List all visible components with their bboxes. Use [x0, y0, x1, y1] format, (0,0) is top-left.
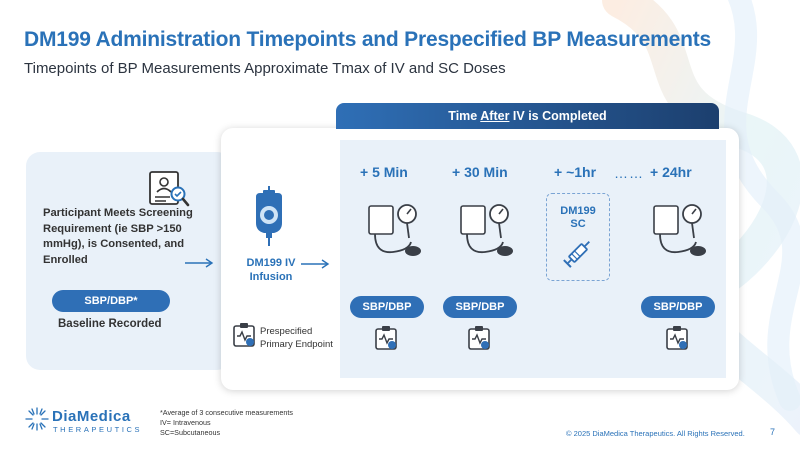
header-emphasis: After	[480, 109, 510, 123]
endpoint-line2: Primary Endpoint	[260, 338, 333, 350]
header-suffix: IV is Completed	[509, 109, 607, 123]
company-logo-name: DiaMedica	[52, 408, 131, 425]
page-title: DM199 Administration Timepoints and Pres…	[24, 28, 711, 51]
endpoint-line1: Prespecified	[260, 326, 313, 337]
arrow-right-icon	[185, 258, 214, 268]
arrow-right-icon	[301, 259, 330, 269]
copyright-notice: © 2025 DiaMedica Therapeutics. All Right…	[566, 429, 745, 438]
bp-monitor-icon	[653, 204, 706, 256]
page-number: 7	[770, 427, 776, 437]
timepoint-5-min: + 5 Min	[360, 164, 408, 180]
footnote: IV= Intravenous	[160, 418, 211, 427]
participant-screening-text: Participant Meets Screening Requirement …	[43, 207, 193, 266]
footnote: SC=Subcutaneous	[160, 428, 221, 437]
bp-monitor-icon	[460, 204, 513, 256]
footnote: *Average of 3 consecutive measurements	[160, 408, 293, 417]
endpoint-clipboard-icon	[666, 326, 688, 350]
header-prefix: Time	[448, 109, 481, 123]
baseline-recorded-label: Baseline Recorded	[58, 318, 162, 330]
diamedica-logo-icon	[25, 407, 49, 431]
timepoint-1-hr: + ~1hr	[554, 164, 597, 180]
dm199-sc-box	[546, 193, 610, 281]
endpoint-clipboard-icon	[468, 326, 490, 350]
company-logo-subtitle: THERAPEUTICS	[53, 425, 143, 434]
iv-infusion-label: DM199 IV Infusion	[238, 256, 304, 284]
page-subtitle: Timepoints of BP Measurements Approximat…	[24, 60, 506, 77]
bp-measure-pill: SBP/DBP	[350, 296, 424, 318]
screening-document-icon	[149, 171, 190, 207]
screening-panel	[26, 152, 231, 370]
bp-measure-pill: SBP/DBP	[443, 296, 517, 318]
iv-bag-icon	[256, 186, 282, 246]
baseline-bp-pill: SBP/DBP*	[52, 290, 170, 312]
syringe-icon	[563, 241, 590, 268]
timepoint-24-hr: + 24hr	[650, 164, 692, 180]
footnotes: *Average of 3 consecutive measurements I…	[160, 408, 293, 438]
post-iv-panel	[340, 140, 726, 378]
timeline-ellipsis: ……	[614, 165, 644, 181]
dm199-sc-label: DM199 SC	[546, 205, 610, 231]
iv-label-line2: Infusion	[249, 271, 293, 283]
time-after-iv-header: Time After IV is Completed	[336, 103, 719, 129]
sc-label-line2: SC	[570, 218, 586, 230]
primary-endpoint-legend: Prespecified Primary Endpoint	[260, 326, 333, 351]
sc-label-line1: DM199	[560, 205, 596, 217]
endpoint-clipboard-icon	[233, 323, 255, 347]
bp-measure-pill: SBP/DBP	[641, 296, 715, 318]
timepoint-30-min: + 30 Min	[452, 164, 508, 180]
endpoint-clipboard-icon	[375, 326, 397, 350]
iv-label-line1: DM199 IV	[246, 257, 296, 269]
bp-monitor-icon	[368, 204, 421, 256]
